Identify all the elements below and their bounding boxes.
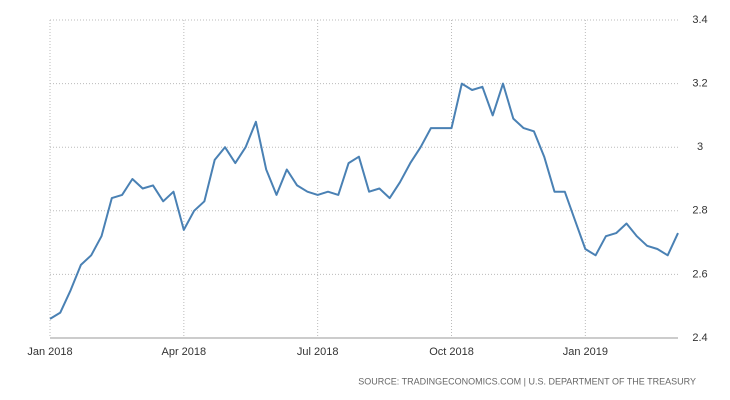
y-tick-label: 3: [697, 141, 703, 153]
x-tick-label: Jul 2018: [297, 346, 339, 358]
x-tick-label: Jan 2018: [27, 346, 72, 358]
y-tick-label: 2.4: [692, 332, 707, 344]
y-tick-label: 3.4: [692, 14, 707, 26]
y-tick-label: 2.6: [692, 268, 707, 280]
y-tick-label: 2.8: [692, 205, 707, 217]
x-tick-label: Jan 2019: [563, 346, 608, 358]
line: [49, 82, 679, 320]
x-tick-label: Apr 2018: [162, 346, 207, 358]
x-tick-label: Oct 2018: [429, 346, 474, 358]
y-tick-label: 3.2: [692, 78, 707, 90]
source-note: SOURCE: TRADINGECONOMICS.COM | U.S. DEPA…: [358, 376, 696, 386]
